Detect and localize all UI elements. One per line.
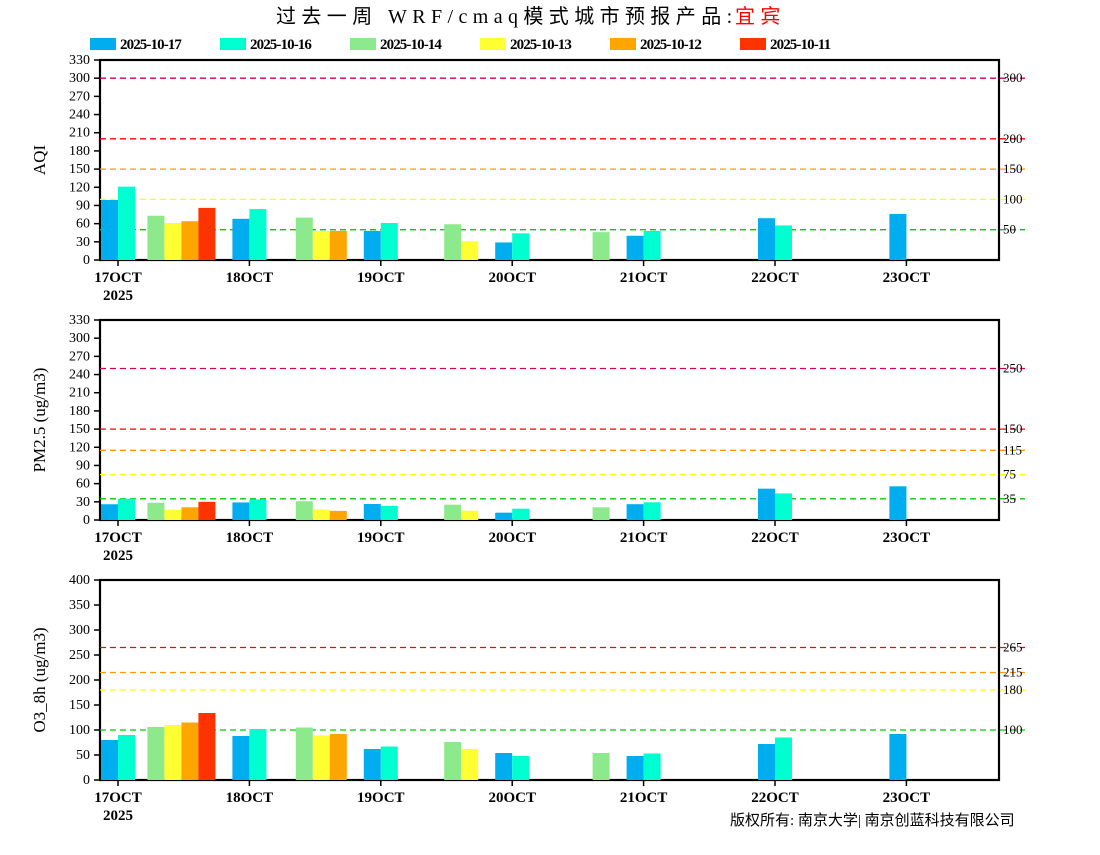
svg-text:150: 150: [1003, 421, 1023, 436]
svg-text:PM2.5 (ug/m3): PM2.5 (ug/m3): [30, 368, 49, 473]
svg-text:270: 270: [69, 349, 90, 364]
svg-text:60: 60: [76, 477, 90, 492]
svg-text:100: 100: [69, 723, 90, 738]
svg-text:250: 250: [69, 648, 90, 663]
svg-text:2025: 2025: [103, 548, 133, 564]
svg-text:330: 330: [69, 313, 90, 328]
svg-text:18OCT: 18OCT: [226, 530, 274, 546]
svg-text:30: 30: [76, 235, 90, 250]
svg-text:150: 150: [69, 422, 90, 437]
svg-text:19OCT: 19OCT: [357, 270, 405, 286]
svg-text:210: 210: [69, 386, 90, 401]
svg-text:19OCT: 19OCT: [357, 790, 405, 806]
svg-text:21OCT: 21OCT: [620, 790, 668, 806]
svg-text:O3_8h (ug/m3): O3_8h (ug/m3): [30, 627, 49, 732]
svg-text:150: 150: [69, 698, 90, 713]
svg-text:100: 100: [1003, 191, 1023, 206]
svg-text:21OCT: 21OCT: [620, 270, 668, 286]
svg-text:300: 300: [69, 331, 90, 346]
svg-text:35: 35: [1003, 491, 1016, 506]
svg-text:60: 60: [76, 217, 90, 232]
svg-text:265: 265: [1003, 640, 1023, 655]
svg-text:120: 120: [69, 440, 90, 455]
svg-text:23OCT: 23OCT: [883, 790, 931, 806]
svg-text:240: 240: [69, 368, 90, 383]
svg-text:22OCT: 22OCT: [751, 270, 799, 286]
svg-text:0: 0: [83, 253, 90, 268]
svg-text:17OCT: 17OCT: [94, 270, 142, 286]
svg-text:0: 0: [83, 513, 90, 528]
svg-text:300: 300: [1003, 70, 1023, 85]
svg-text:75: 75: [1003, 467, 1016, 482]
svg-text:0: 0: [83, 773, 90, 788]
svg-text:2025-10-16: 2025-10-16: [250, 37, 312, 53]
svg-text:50: 50: [76, 748, 90, 763]
svg-text:150: 150: [1003, 161, 1023, 176]
svg-text:版权所有: 南京大学| 南京创蓝科技有限公司: 版权所有: 南京大学| 南京创蓝科技有限公司: [730, 812, 1015, 829]
svg-text:180: 180: [1003, 682, 1023, 697]
svg-text:115: 115: [1003, 442, 1022, 457]
svg-text:17OCT: 17OCT: [94, 790, 142, 806]
svg-text:90: 90: [76, 198, 90, 213]
svg-text:300: 300: [69, 71, 90, 86]
svg-text:400: 400: [69, 573, 90, 588]
svg-text:22OCT: 22OCT: [751, 530, 799, 546]
svg-text:300: 300: [69, 623, 90, 638]
svg-text:2025-10-11: 2025-10-11: [770, 37, 831, 53]
svg-text:2025-10-13: 2025-10-13: [510, 37, 571, 53]
svg-text:20OCT: 20OCT: [488, 270, 536, 286]
svg-text:270: 270: [69, 89, 90, 104]
svg-text:19OCT: 19OCT: [357, 530, 405, 546]
svg-text:21OCT: 21OCT: [620, 530, 668, 546]
svg-text:20OCT: 20OCT: [488, 790, 536, 806]
svg-text:2025: 2025: [103, 808, 133, 824]
svg-text:150: 150: [69, 162, 90, 177]
svg-text:20OCT: 20OCT: [488, 530, 536, 546]
svg-text:200: 200: [69, 673, 90, 688]
svg-text:180: 180: [69, 144, 90, 159]
svg-text:200: 200: [1003, 131, 1023, 146]
svg-text:210: 210: [69, 126, 90, 141]
svg-text:330: 330: [69, 53, 90, 68]
svg-text:17OCT: 17OCT: [94, 530, 142, 546]
svg-text:2025-10-17: 2025-10-17: [120, 37, 182, 53]
svg-text:18OCT: 18OCT: [226, 270, 274, 286]
svg-text:100: 100: [1003, 722, 1023, 737]
svg-text:50: 50: [1003, 222, 1016, 237]
svg-text:90: 90: [76, 458, 90, 473]
svg-text:18OCT: 18OCT: [226, 790, 274, 806]
svg-text:22OCT: 22OCT: [751, 790, 799, 806]
svg-text:350: 350: [69, 598, 90, 613]
svg-text:宜宾: 宜宾: [735, 5, 786, 28]
svg-text:240: 240: [69, 108, 90, 123]
svg-text:23OCT: 23OCT: [883, 530, 931, 546]
svg-text:180: 180: [69, 404, 90, 419]
svg-text:215: 215: [1003, 665, 1023, 680]
svg-text:30: 30: [76, 495, 90, 510]
svg-text:23OCT: 23OCT: [883, 270, 931, 286]
svg-text:2025-10-14: 2025-10-14: [380, 37, 442, 53]
svg-text:250: 250: [1003, 360, 1023, 375]
svg-text:2025-10-12: 2025-10-12: [640, 37, 701, 53]
svg-text:AQI: AQI: [30, 145, 49, 176]
svg-text:过去一周 WRF/cmaq模式城市预报产品:: 过去一周 WRF/cmaq模式城市预报产品:: [276, 5, 738, 28]
svg-text:2025: 2025: [103, 288, 133, 304]
svg-text:120: 120: [69, 180, 90, 195]
